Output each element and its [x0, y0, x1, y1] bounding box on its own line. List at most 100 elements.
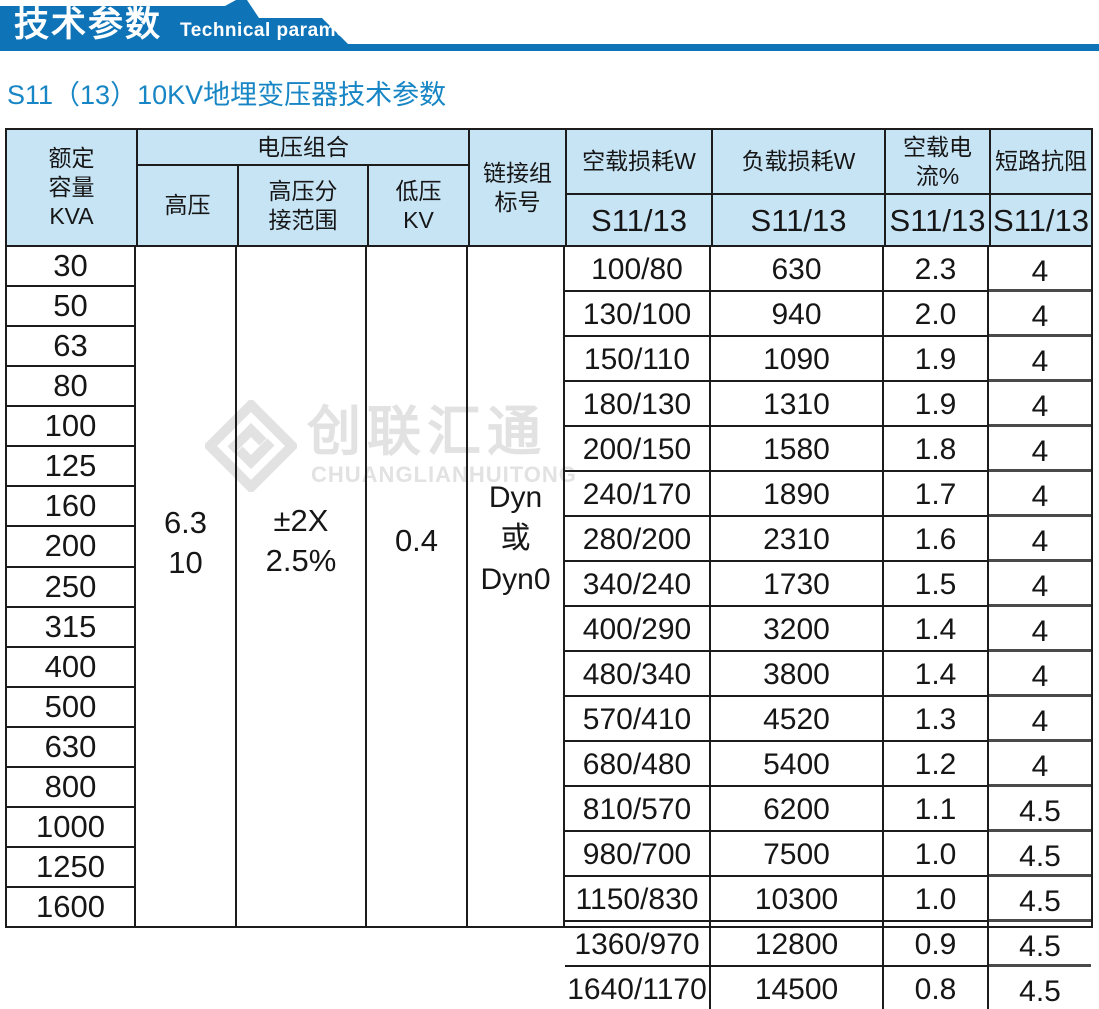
load-loss-cell: 2310 — [711, 517, 884, 562]
impedance-cell: 4 — [989, 382, 1091, 427]
load-loss-cell: 1090 — [711, 337, 884, 382]
watermark: 创联汇通 CHUANGLIANHUITONG — [205, 400, 576, 495]
no-load-current-cell: 1.4 — [884, 607, 989, 652]
kva-cell: 160 — [7, 487, 134, 528]
no-load-loss-cell: 1360/970 — [565, 922, 711, 967]
header-no-load-current: 空载电流% — [884, 130, 989, 195]
load-loss-cell: 7500 — [711, 832, 884, 877]
load-loss-cell: 6200 — [711, 787, 884, 832]
load-loss-cell: 630 — [711, 247, 884, 292]
merged-hv-tap-range: ±2X 2.5% — [237, 247, 367, 926]
no-load-loss-cell: 810/570 — [565, 787, 711, 832]
load-loss-cell: 4520 — [711, 697, 884, 742]
no-load-current-cell: 2.0 — [884, 292, 989, 337]
no-load-current-cell: 1.9 — [884, 382, 989, 427]
kva-cell: 630 — [7, 728, 134, 768]
merged-link-group: Dyn 或 Dyn0 — [468, 247, 565, 926]
load-loss-cell: 5400 — [711, 742, 884, 787]
no-load-loss-cell: 280/200 — [565, 517, 711, 562]
no-load-loss-cell: 400/290 — [565, 607, 711, 652]
impedance-cell: 4 — [989, 652, 1091, 697]
kva-cell: 50 — [7, 287, 134, 328]
watermark-text-cn: 创联汇通 — [307, 402, 547, 462]
banner-ribbon — [0, 0, 1099, 51]
kva-cell: 500 — [7, 688, 134, 728]
header-high-voltage: 高压 — [136, 166, 237, 245]
load-loss-cell: 1890 — [711, 472, 884, 517]
no-load-current-cell: 0.9 — [884, 922, 989, 967]
header-rated-capacity: 额定 容量 KVA — [48, 145, 95, 229]
no-load-loss-cell: 150/110 — [565, 337, 711, 382]
impedance-cell: 4.5 — [1019, 975, 1061, 1008]
no-load-loss-cell: 1150/830 — [565, 877, 711, 922]
kva-cell: 200 — [7, 527, 134, 568]
kva-cell: 1600 — [36, 889, 105, 925]
no-load-current-cell: 1.0 — [884, 832, 989, 877]
impedance-cell: 4.5 — [989, 832, 1091, 877]
impedance-cell: 4.5 — [989, 877, 1091, 922]
merged-low-voltage: 0.4 — [367, 247, 468, 926]
kva-cell: 315 — [7, 608, 134, 648]
kva-cell: 800 — [7, 768, 134, 808]
kva-cell: 63 — [7, 327, 134, 368]
impedance-cell: 4.5 — [989, 787, 1091, 832]
watermark-logo-icon — [205, 400, 297, 492]
load-loss-cell: 3200 — [711, 607, 884, 652]
no-load-loss-cell: 980/700 — [565, 832, 711, 877]
no-load-loss-cell: 240/170 — [565, 472, 711, 517]
load-loss-cell: 10300 — [711, 877, 884, 922]
data-grid: 100/80 630 2.3 4 130/100 940 2.0 4 150/110 1090 1.… — [565, 247, 1091, 1009]
no-load-loss-cell: 130/100 — [565, 292, 711, 337]
no-load-current-cell: 1.6 — [884, 517, 989, 562]
no-load-current-cell: 1.9 — [884, 337, 989, 382]
load-loss-cell: 12800 — [711, 922, 884, 967]
table-header: 额定 容量 KVA 电压组合 高压 高压分 接范围 低压 KV 链接组 标号 空… — [7, 130, 1091, 247]
no-load-current-cell: 1.4 — [884, 652, 989, 697]
load-loss-cell: 1580 — [711, 427, 884, 472]
kva-cell: 30 — [7, 247, 134, 288]
no-load-current-cell: 1.7 — [884, 472, 989, 517]
kva-column: 30 50 63 80 100 125 160 200 250 315 400 500 630 800 10… — [7, 247, 136, 926]
no-load-loss-cell: 570/410 — [565, 697, 711, 742]
no-load-loss-cell: 680/480 — [565, 742, 711, 787]
no-load-loss-cell: 1640/1170 — [565, 967, 711, 1009]
impedance-cell: 4 — [989, 607, 1091, 652]
no-load-loss-cell: 340/240 — [565, 562, 711, 607]
page-title: S11（13）10KV地埋变压器技术参数 — [7, 80, 447, 110]
merged-high-voltage: 6.3 10 — [136, 247, 237, 926]
impedance-cell: 4 — [989, 742, 1091, 787]
banner-title: 技术参数 — [14, 5, 163, 44]
load-loss-cell: 3800 — [711, 652, 884, 697]
kva-cell: 400 — [7, 648, 134, 688]
no-load-loss-cell: 480/340 — [565, 652, 711, 697]
header-hv-tap-range: 高压分 接范围 — [237, 166, 367, 245]
load-loss-cell: 940 — [711, 292, 884, 337]
header-low-voltage: 低压 KV — [367, 166, 468, 245]
kva-cell: 80 — [7, 367, 134, 408]
banner-subtitle: Technical parameter — [180, 20, 373, 41]
impedance-cell: 4 — [989, 472, 1091, 517]
watermark-text-en: CHUANGLIANHUITONG — [311, 462, 577, 487]
header-load-loss: 负载损耗W — [711, 130, 884, 195]
no-load-current-cell: 1.1 — [884, 787, 989, 832]
kva-cell: 1250 — [7, 848, 134, 888]
impedance-cell: 4 — [989, 247, 1091, 292]
impedance-cell: 4 — [989, 517, 1091, 562]
header-model-load-loss: S11/13 — [711, 195, 884, 245]
parameters-table: 额定 容量 KVA 电压组合 高压 高压分 接范围 低压 KV 链接组 标号 空… — [5, 128, 1093, 1009]
load-loss-cell: 1310 — [711, 382, 884, 427]
header-no-load-loss: 空载损耗W — [565, 130, 711, 195]
no-load-current-cell: 1.0 — [884, 877, 989, 922]
kva-cell: 125 — [7, 447, 134, 488]
load-loss-cell: 1730 — [711, 562, 884, 607]
no-load-loss-cell: 180/130 — [565, 382, 711, 427]
impedance-cell: 4 — [989, 562, 1091, 607]
no-load-current-cell: 1.2 — [884, 742, 989, 787]
header-link-group: 链接组 标号 — [468, 130, 565, 245]
no-load-loss-cell: 200/150 — [565, 427, 711, 472]
no-load-current-cell: 0.8 — [884, 967, 989, 1009]
kva-cell: 100 — [7, 407, 134, 448]
impedance-cell: 4 — [989, 697, 1091, 742]
no-load-current-cell: 1.8 — [884, 427, 989, 472]
header-model-no-load-current: S11/13 — [884, 195, 989, 245]
